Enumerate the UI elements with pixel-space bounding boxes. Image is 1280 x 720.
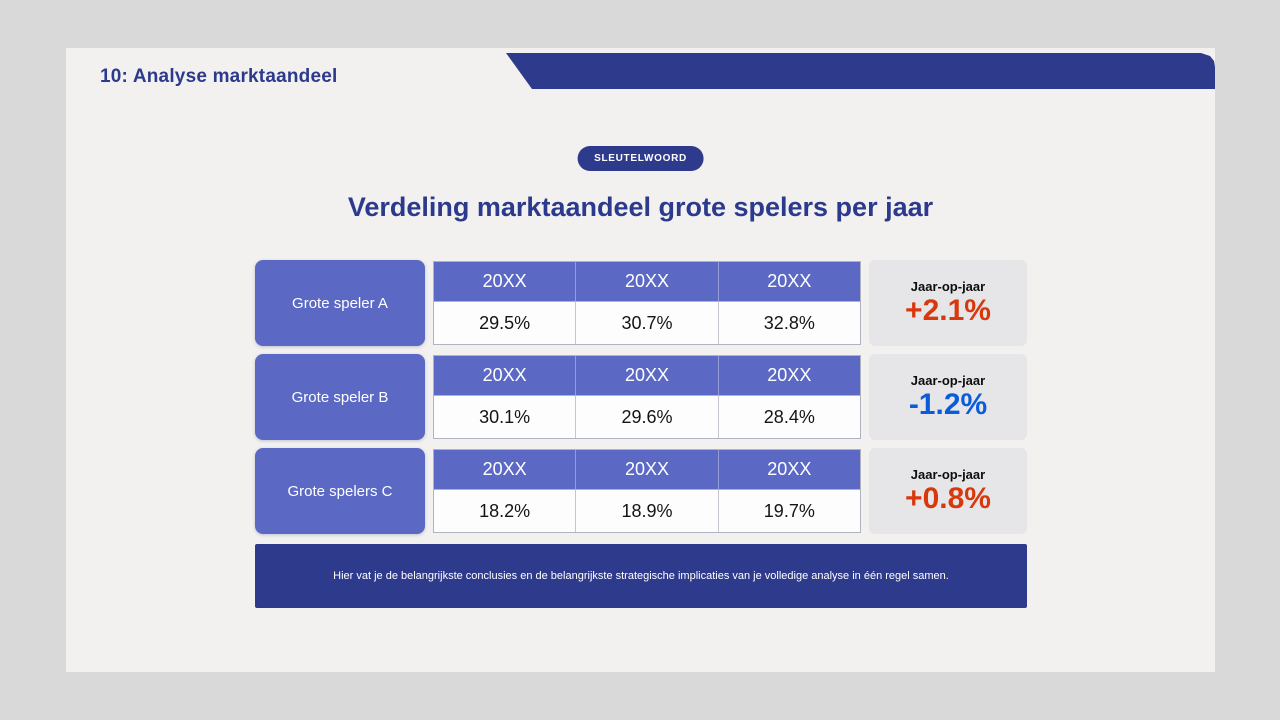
player-label: Grote speler B [255,354,425,440]
year-header-cell: 20XX [434,450,577,489]
header-accent-bar [506,53,1215,89]
year-table: 20XX 20XX 20XX 18.2% 18.9% 19.7% [433,449,861,533]
yoy-box: Jaar-op-jaar -1.2% [869,354,1027,440]
year-value-cell: 29.5% [434,302,577,344]
year-value-row: 30.1% 29.6% 28.4% [434,396,860,438]
yoy-label: Jaar-op-jaar [910,279,986,294]
year-header-row: 20XX 20XX 20XX [434,450,860,490]
year-value-row: 29.5% 30.7% 32.8% [434,302,860,344]
yoy-box: Jaar-op-jaar +0.8% [869,448,1027,534]
yoy-box: Jaar-op-jaar +2.1% [869,260,1027,346]
player-label: Grote spelers C [255,448,425,534]
player-row-a: Grote speler A 20XX 20XX 20XX 29.5% 30.7… [255,260,1027,346]
year-header-cell: 20XX [767,365,812,385]
year-header-cell: 20XX [576,356,719,395]
year-value-cell: 18.9% [576,490,719,532]
year-value-cell: 29.6% [576,396,719,438]
year-value-cell: 18.2% [434,490,577,532]
player-row-b: Grote speler B 20XX 20XX 20XX 30.1% 29.6… [255,354,1027,440]
year-header-cell: 20XX [576,262,719,301]
year-header-cell: 20XX [434,262,577,301]
yoy-value: -1.2% [908,388,988,421]
year-value-cell: 30.1% [434,396,577,438]
year-header-cell: 20XX [767,271,812,291]
slide-heading: 10: Analyse marktaandeel [100,66,338,87]
year-value-cell: 32.8% [763,312,815,333]
year-value-row: 18.2% 18.9% 19.7% [434,490,860,532]
year-table: 20XX 20XX 20XX 29.5% 30.7% 32.8% [433,261,861,345]
year-header-row: 20XX 20XX 20XX [434,356,860,396]
year-value-cell: 28.4% [763,406,815,427]
yoy-label: Jaar-op-jaar [910,373,986,388]
year-value-cell: 30.7% [576,302,719,344]
year-header-cell: 20XX [434,356,577,395]
year-header-row: 20XX 20XX 20XX [434,262,860,302]
footer-note: Hier vat je de belangrijkste conclusies … [255,544,1027,608]
year-header-cell: 20XX [767,459,812,479]
player-row-c: Grote spelers C 20XX 20XX 20XX 18.2% 18.… [255,448,1027,534]
slide: 10: Analyse marktaandeel SLEUTELWOORD Ve… [66,48,1215,672]
player-label: Grote speler A [255,260,425,346]
yoy-label: Jaar-op-jaar [910,467,986,482]
yoy-value: +2.1% [905,294,991,327]
year-table: 20XX 20XX 20XX 30.1% 29.6% 28.4% [433,355,861,439]
main-title: Verdeling marktaandeel grote spelers per… [347,192,934,222]
yoy-value: +0.8% [905,482,991,515]
keyword-badge: SLEUTELWOORD [577,146,704,171]
market-share-rows: Grote speler A 20XX 20XX 20XX 29.5% 30.7… [255,260,1027,534]
year-header-cell: 20XX [576,450,719,489]
year-value-cell: 19.7% [763,500,815,521]
